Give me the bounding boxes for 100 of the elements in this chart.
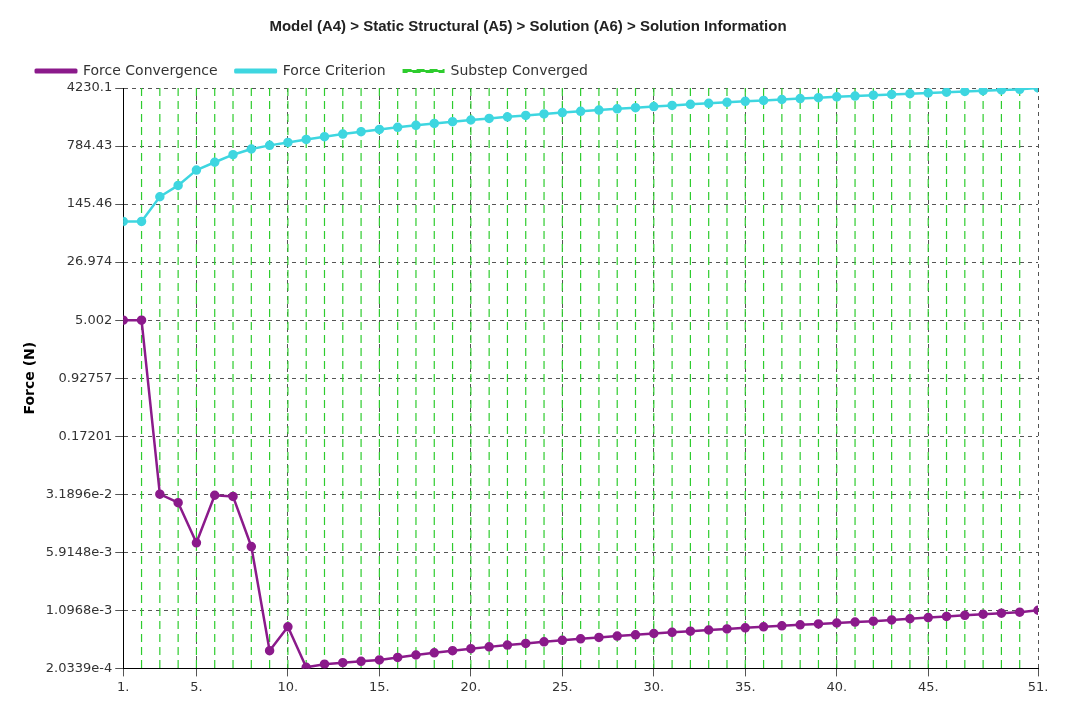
point [539,109,549,119]
y-tick-label: 3.1896e-2 [45,485,113,501]
point [539,637,549,647]
point [740,623,751,633]
point [484,113,494,124]
x-tick-label: 45. [917,678,939,694]
point [301,662,311,669]
point [813,92,824,103]
point [520,110,531,121]
point [832,618,842,628]
point [520,638,531,649]
point [941,611,952,622]
point [594,632,604,643]
point [136,216,147,227]
x-tick-label: 51. [1027,678,1049,694]
y-tick-label: 1.0968e-3 [45,601,113,617]
point [173,180,183,191]
point [228,491,238,502]
point [758,95,769,106]
point [228,149,238,160]
point [795,620,805,630]
point [923,612,933,623]
point [264,645,275,656]
point [155,489,165,499]
point [447,645,458,656]
point [868,616,879,626]
legend-label: Substep Converged [450,61,588,78]
point [557,635,568,646]
point [246,144,257,154]
point [941,88,952,97]
point [575,106,586,117]
point [703,98,714,109]
x-tick-label: 40. [826,678,848,694]
point [301,134,311,145]
x-tick-label: 30. [643,678,665,694]
point [850,617,860,627]
y-tick-label: 0.17201 [58,427,113,443]
point [264,140,275,151]
point [722,97,732,108]
point [667,627,677,638]
point [191,538,202,548]
point [978,609,988,619]
point [649,628,659,639]
legend-label: Force Convergence [83,61,218,78]
y-tick-label: 145.46 [66,195,113,211]
x-tick-label: 20. [460,678,482,694]
point [209,157,220,167]
point [429,648,440,658]
point [392,122,403,133]
point [612,631,622,641]
point [740,96,751,107]
x-tick-label: 35. [734,678,756,694]
point [246,541,257,552]
y-tick-label: 0.92757 [58,369,113,385]
point [429,118,440,129]
point [411,120,421,131]
point [905,613,915,624]
legend-label: Force Criterion [282,61,386,78]
point [868,90,879,100]
point [173,497,183,508]
point [886,615,897,625]
point [685,99,696,110]
point [466,643,476,654]
point [685,626,696,636]
point [411,650,421,660]
point [575,634,586,644]
point [612,104,622,114]
point [283,137,293,148]
y-tick-label: 4230.1 [66,79,113,95]
y-tick-label: 784.43 [66,137,113,153]
point [209,490,220,501]
point [777,94,787,105]
point [886,89,897,100]
point [136,315,147,325]
point [960,88,970,97]
y-axis-title: Force (N) [21,341,38,415]
point [594,105,604,115]
point [502,112,513,122]
point [996,608,1007,618]
point [649,101,659,112]
point [630,102,641,113]
point [283,622,293,632]
point [813,619,824,629]
point [502,640,513,650]
point [758,622,769,632]
point [1014,607,1025,617]
point [392,652,403,663]
point [466,115,476,125]
point [155,191,165,202]
point [338,657,348,668]
point [319,659,330,669]
point [374,655,385,665]
point [356,126,366,137]
y-tick-label: 5.002 [75,311,113,327]
point [667,100,677,111]
x-tick-label: 10. [277,678,299,694]
point [356,656,366,667]
point [338,129,348,139]
point [484,642,494,652]
chart-title: Model (A4) > Static Structural (A5) > Solution (A6) > Solution Information [269,17,787,35]
